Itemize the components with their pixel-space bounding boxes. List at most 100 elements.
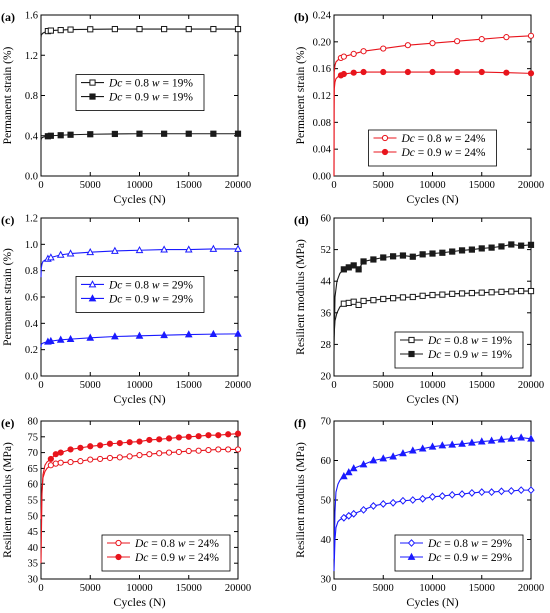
panel-label: (c) <box>1 213 14 227</box>
data-point <box>478 289 485 296</box>
y-axis-title: Permanent strain (%) <box>295 46 307 144</box>
chart-panel-1: (a) 0 5000 10000 15000 20000 0.0 0.4 0.8 1.2 1.6 Cy… <box>1 10 251 206</box>
data-point <box>156 450 163 457</box>
legend-label: Dc = 0.8 w = 29% <box>108 279 193 291</box>
data-point <box>340 513 348 522</box>
legend-marker <box>381 148 389 156</box>
y-tick-label: 40 <box>321 535 332 546</box>
data-point <box>52 451 59 458</box>
data-point <box>379 454 388 462</box>
y-tick-label: 0.24 <box>313 11 332 22</box>
data-point <box>57 459 64 466</box>
data-point <box>56 335 65 343</box>
data-point <box>209 329 218 338</box>
y-tick-label: 1.2 <box>25 51 38 62</box>
data-point <box>360 68 367 76</box>
y-tick-label: 80 <box>28 417 39 428</box>
y-tick-label: 45 <box>28 527 39 538</box>
x-tick-label: 15000 <box>469 583 495 594</box>
legend-marker <box>89 93 96 100</box>
data-point <box>503 69 510 76</box>
x-tick-label: 0 <box>38 180 43 191</box>
y-tick-label: 52 <box>321 245 332 256</box>
data-point <box>518 287 525 295</box>
y-tick-label: 30 <box>321 575 332 586</box>
data-point <box>359 460 368 468</box>
data-point <box>399 252 407 259</box>
data-point <box>345 299 352 307</box>
x-tick-label: 5000 <box>80 180 101 191</box>
data-point <box>350 298 357 305</box>
data-point <box>507 434 516 442</box>
data-point <box>215 446 222 453</box>
y-tick-label: 75 <box>28 432 39 443</box>
data-point <box>340 70 347 78</box>
x-tick-label: 0 <box>38 380 43 391</box>
data-point <box>527 287 535 295</box>
chart-panel-6: (f) 0 5000 10000 15000 20000 30 40 50 60 70 Cycles … <box>294 416 544 609</box>
data-point <box>478 245 485 252</box>
data-point <box>399 294 407 301</box>
data-point <box>146 436 153 444</box>
legend: Dc = 0.8 w = 19% Dc = 0.9 w = 19% <box>394 331 524 369</box>
data-point <box>454 68 461 76</box>
panel-label: (e) <box>1 416 14 430</box>
legend-marker <box>381 134 389 142</box>
data-point <box>136 130 143 137</box>
data-point <box>359 505 368 514</box>
data-point <box>498 243 505 250</box>
series-1 <box>40 244 242 278</box>
series-2 <box>333 241 535 353</box>
data-point <box>527 70 535 77</box>
data-point <box>67 26 74 33</box>
data-point <box>458 490 466 499</box>
y-axis-title: Permanent strain (%) <box>2 46 14 144</box>
x-tick-label: 5000 <box>373 180 394 191</box>
data-point <box>370 256 377 263</box>
series-line <box>40 248 238 278</box>
data-point <box>487 488 496 497</box>
data-point <box>47 462 54 469</box>
chart-panel-5: (e) 0 5000 10000 15000 20000 30 35 40 45 50 55 60 65 7… <box>1 416 251 609</box>
x-axis-title: Cycles (N) <box>113 192 165 206</box>
data-point <box>87 131 94 138</box>
data-point <box>477 437 486 445</box>
y-tick-label: 1.0 <box>25 240 38 251</box>
data-point <box>116 454 123 461</box>
data-point <box>527 434 535 442</box>
legend-box <box>394 331 524 369</box>
y-axis-title: Permanent strain (%) <box>2 248 14 346</box>
data-point <box>86 247 95 256</box>
y-tick-label: 40 <box>28 543 39 554</box>
data-point <box>379 500 387 508</box>
legend-box <box>394 534 524 572</box>
y-tick-label: 55 <box>28 496 39 507</box>
data-point <box>478 488 486 497</box>
data-point <box>390 253 397 260</box>
data-point <box>52 460 59 467</box>
data-point <box>210 130 217 137</box>
y-tick-label: 50 <box>28 511 39 522</box>
series-line <box>40 133 238 141</box>
data-point <box>508 288 515 295</box>
data-point <box>498 288 505 295</box>
data-point <box>67 458 74 466</box>
data-point <box>146 451 153 458</box>
data-point <box>390 295 397 302</box>
data-point <box>409 293 416 301</box>
legend-marker <box>88 280 97 288</box>
data-point <box>57 132 64 139</box>
data-point <box>47 455 54 463</box>
legend: Dc = 0.8 w = 24% Dc = 0.9 w = 24% <box>101 534 231 572</box>
x-tick-label: 15000 <box>176 583 202 594</box>
data-point <box>185 130 192 137</box>
data-point <box>404 68 411 76</box>
data-point <box>429 291 436 299</box>
data-point <box>160 245 168 253</box>
legend-marker <box>115 553 122 561</box>
data-point <box>234 446 242 453</box>
data-point <box>111 246 119 254</box>
data-point <box>527 486 535 495</box>
data-point <box>449 290 456 297</box>
data-point <box>87 456 94 463</box>
